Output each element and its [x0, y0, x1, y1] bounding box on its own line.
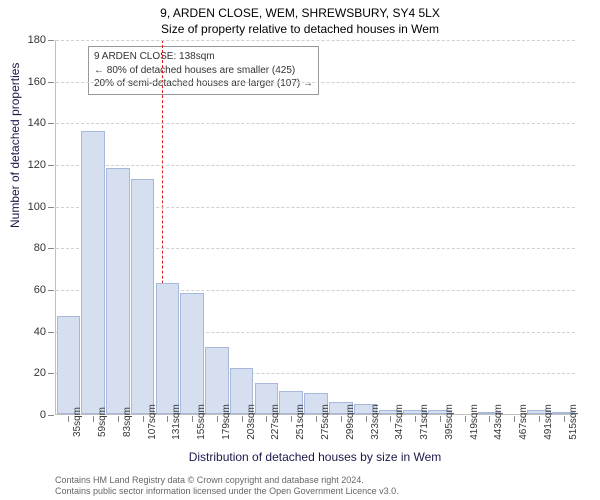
x-tick [390, 416, 391, 422]
x-tick-label: 419sqm [469, 404, 480, 440]
y-tick [48, 82, 54, 83]
x-tick [118, 416, 119, 422]
x-tick [539, 416, 540, 422]
chart-title-main: 9, ARDEN CLOSE, WEM, SHREWSBURY, SY4 5LX [0, 6, 600, 20]
gridline [56, 82, 575, 83]
x-tick-label: 515sqm [568, 404, 579, 440]
x-tick [93, 416, 94, 422]
attribution-line-1: Contains HM Land Registry data © Crown c… [55, 475, 575, 487]
chart-container: 9, ARDEN CLOSE, WEM, SHREWSBURY, SY4 5LX… [0, 0, 600, 500]
x-tick [415, 416, 416, 422]
annotation-box: 9 ARDEN CLOSE: 138sqm← 80% of detached h… [88, 46, 319, 95]
x-tick [143, 416, 144, 422]
y-tick [48, 248, 54, 249]
x-tick [514, 416, 515, 422]
histogram-bar [106, 168, 130, 414]
histogram-bar [81, 131, 105, 414]
gridline [56, 40, 575, 41]
y-tick-label: 0 [40, 409, 46, 421]
x-tick [564, 416, 565, 422]
y-tick-label: 120 [28, 159, 46, 171]
x-tick [316, 416, 317, 422]
gridline [56, 123, 575, 124]
y-tick-label: 60 [34, 284, 46, 296]
x-tick-label: 491sqm [543, 404, 554, 440]
x-tick [192, 416, 193, 422]
annotation-line: 20% of semi-detached houses are larger (… [94, 77, 313, 91]
x-tick-label: 443sqm [493, 404, 504, 440]
plot-area: 9 ARDEN CLOSE: 138sqm← 80% of detached h… [55, 40, 575, 415]
y-tick-label: 40 [34, 326, 46, 338]
y-tick-label: 80 [34, 242, 46, 254]
y-axis-label: Number of detached properties [8, 63, 22, 228]
y-tick [48, 165, 54, 166]
y-tick-label: 100 [28, 201, 46, 213]
chart-title-sub: Size of property relative to detached ho… [0, 22, 600, 36]
histogram-bar [131, 179, 155, 414]
x-tick-label: 395sqm [444, 404, 455, 440]
x-tick [242, 416, 243, 422]
histogram-bar [57, 316, 81, 414]
gridline [56, 165, 575, 166]
x-tick [167, 416, 168, 422]
x-tick [440, 416, 441, 422]
annotation-line: ← 80% of detached houses are smaller (42… [94, 64, 313, 78]
y-tick-label: 140 [28, 117, 46, 129]
y-tick-label: 20 [34, 367, 46, 379]
x-tick [68, 416, 69, 422]
x-tick [217, 416, 218, 422]
x-tick [291, 416, 292, 422]
x-tick [465, 416, 466, 422]
annotation-line: 9 ARDEN CLOSE: 138sqm [94, 50, 313, 64]
y-tick-label: 160 [28, 76, 46, 88]
y-tick [48, 40, 54, 41]
x-tick [341, 416, 342, 422]
attribution-line-2: Contains public sector information licen… [55, 486, 575, 498]
y-tick-label: 180 [28, 34, 46, 46]
y-tick [48, 290, 54, 291]
y-tick [48, 373, 54, 374]
histogram-bar [180, 293, 204, 414]
y-tick [48, 332, 54, 333]
x-tick [266, 416, 267, 422]
x-tick [366, 416, 367, 422]
y-tick [48, 415, 54, 416]
y-tick [48, 207, 54, 208]
x-tick [489, 416, 490, 422]
y-tick [48, 123, 54, 124]
histogram-bar [156, 283, 180, 414]
attribution-text: Contains HM Land Registry data © Crown c… [55, 475, 575, 498]
x-axis-label: Distribution of detached houses by size … [55, 450, 575, 464]
